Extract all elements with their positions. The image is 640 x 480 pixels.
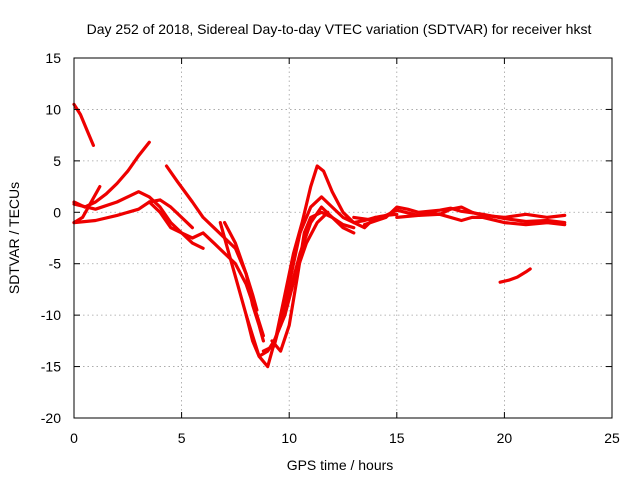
grid-lines [74, 58, 612, 418]
y-tick-label: -20 [41, 410, 61, 426]
y-tick-label: 15 [45, 50, 61, 66]
series-track-11 [261, 195, 377, 353]
y-tick-label: -5 [49, 256, 62, 272]
chart-title: Day 252 of 2018, Sidereal Day-to-day VTE… [87, 21, 592, 37]
y-tick-labels: -20 -15 -10 -5 0 5 10 15 [41, 50, 61, 426]
x-axis-label: GPS time / hours [287, 457, 394, 473]
x-tick-label: 10 [281, 430, 297, 446]
series-track-17 [498, 267, 532, 284]
plot-frame [73, 57, 613, 419]
x-tick-label: 5 [178, 430, 186, 446]
series-track-6 [164, 164, 265, 343]
series-track-16 [395, 212, 567, 227]
series-track-3 [72, 185, 102, 225]
x-tick-label: 20 [497, 430, 513, 446]
y-tick-label: 5 [53, 153, 61, 169]
x-tick-label: 25 [604, 430, 620, 446]
series-track-13 [274, 210, 330, 338]
x-tick-labels: 0 5 10 15 20 25 [70, 430, 620, 446]
axis-ticks [73, 57, 613, 419]
x-tick-label: 15 [389, 430, 405, 446]
y-axis-label: SDTVAR / TECUs [6, 182, 22, 294]
series-track-7 [147, 200, 265, 338]
x-tick-label: 0 [70, 430, 78, 446]
data-series-group [72, 102, 567, 369]
y-tick-label: -15 [41, 359, 61, 375]
series-track-15 [362, 205, 567, 227]
series-track-2 [72, 140, 151, 209]
y-tick-label: -10 [41, 307, 61, 323]
series-track-8 [223, 221, 259, 312]
series-track-12 [270, 210, 356, 353]
y-tick-label: 10 [45, 101, 61, 117]
y-tick-label: 0 [53, 204, 61, 220]
series-track-1 [72, 102, 95, 147]
